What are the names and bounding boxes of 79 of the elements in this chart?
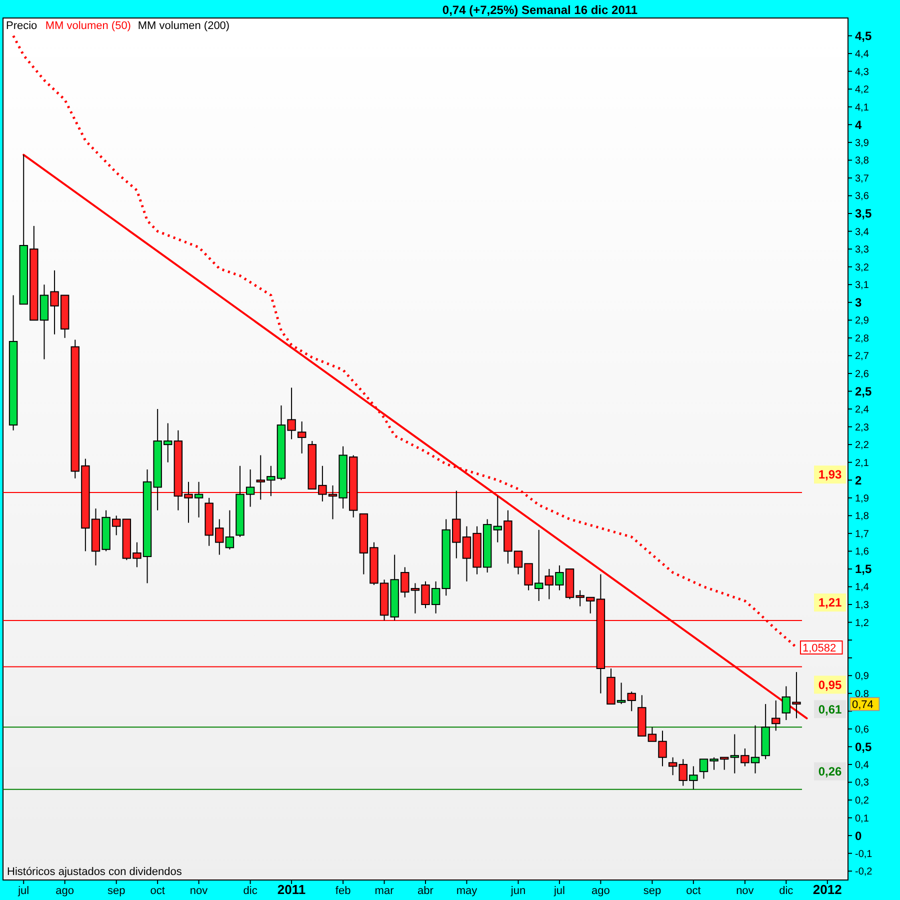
y-tick-label: 2,3 [855, 422, 870, 434]
y-tick-label: 1,5 [855, 562, 872, 576]
x-tick-label: 2011 [277, 882, 306, 897]
x-tick-label: feb [335, 885, 351, 897]
x-tick-label: mar [374, 885, 394, 897]
ref-line-label: 0,95 [818, 678, 842, 692]
y-tick-label: 3,9 [855, 138, 870, 149]
y-tick-label: 3,1 [855, 280, 870, 292]
y-tick-label: 3,7 [855, 173, 870, 184]
x-tick-label: abr [418, 885, 434, 897]
y-tick-label: 0,8 [855, 688, 870, 700]
y-tick-label: 3,8 [855, 156, 870, 167]
y-tick-label: 3,2 [855, 262, 870, 274]
y-tick-label: 0,2 [855, 796, 870, 807]
annotation: Históricos ajustados con dividendos [7, 866, 182, 878]
y-tick-label: 1,7 [855, 528, 870, 540]
x-tick-label: ago [56, 885, 74, 897]
y-tick-label: 2,7 [855, 351, 870, 362]
y-tick-label: 3,4 [855, 226, 870, 238]
y-tick-label: 1,9 [855, 493, 870, 504]
y-tick-label: 3,5 [855, 206, 872, 221]
data-label: 1,0582 [802, 642, 836, 654]
x-tick-label: 2012 [812, 882, 842, 897]
text: Precio [6, 20, 38, 32]
y-tick-label: 1,3 [855, 600, 870, 612]
y-tick-label: 0,6 [855, 724, 870, 736]
y-tick-label: 4,4 [855, 49, 870, 60]
y-tick-label: 0,9 [855, 671, 870, 682]
x-tick-label: jul [17, 885, 30, 897]
y-tick-label: 4,1 [855, 102, 870, 114]
x-tick-label: may [456, 885, 478, 897]
y-tick-label: 3,6 [855, 191, 870, 202]
x-tick-label: nov [736, 885, 754, 897]
y-tick-label: 3,3 [855, 244, 870, 256]
ref-line-label: 0,61 [818, 702, 842, 716]
x-tick-label: dic [779, 885, 794, 897]
y-tick-label: -0,2 [855, 866, 873, 878]
y-tick-label: 2,2 [855, 440, 870, 452]
x-tick-label: ago [592, 885, 610, 897]
candlestick [297, 420, 306, 454]
y-tick-label: 0,3 [855, 778, 870, 789]
y-tick-label: -0,1 [855, 848, 873, 860]
x-tick-label: oct [150, 885, 165, 897]
x-tick-label: sep [643, 885, 662, 897]
y-tick-label: 4,5 [855, 28, 872, 43]
annotation: MM volumen (200) [138, 20, 230, 32]
y-tick-label: 2,1 [855, 458, 870, 469]
x-tick-label: oct [686, 885, 701, 897]
y-tick-label: 2 [855, 473, 862, 488]
y-tick-label: 2,5 [855, 384, 872, 398]
y-tick-label: 1,4 [855, 582, 870, 594]
y-tick-label: 1,2 [855, 618, 870, 629]
y-tick-label: 1,8 [855, 511, 870, 522]
y-tick-label: 2,8 [855, 333, 870, 344]
y-tick-label: 4 [855, 118, 862, 132]
x-tick-label: sep [107, 885, 126, 897]
ref-line-label: 0,26 [818, 764, 842, 779]
y-tick-label: 0,4 [855, 760, 870, 771]
y-tick-label: 2,9 [855, 316, 870, 327]
candlestick [772, 700, 780, 732]
y-tick-label: 2,6 [855, 368, 870, 380]
y-tick-label: 1,6 [855, 546, 870, 558]
chart-title: 0,74 (+7,25%) Semanal 16 dic 2011 [442, 3, 638, 17]
ref-line-label: 1,93 [818, 468, 842, 482]
y-tick-label: 0,1 [855, 813, 870, 824]
text: MM volumen (50) [45, 20, 131, 32]
x-tick-label: dic [243, 885, 258, 897]
y-tick-label: 0,5 [855, 740, 872, 754]
ref-line-label: 1,21 [818, 596, 842, 610]
text: 0,74 [852, 698, 874, 711]
x-tick-label: jun [510, 885, 526, 897]
y-tick-label: 0 [855, 828, 862, 843]
x-tick-label: jul [552, 885, 565, 897]
y-tick-label: 4,3 [855, 66, 870, 78]
candlestick [668, 756, 678, 776]
x-tick-label: nov [190, 885, 208, 897]
y-tick-label: 3 [855, 296, 862, 310]
y-tick-label: 2,4 [855, 404, 870, 416]
y-tick-label: 4,2 [855, 84, 870, 96]
